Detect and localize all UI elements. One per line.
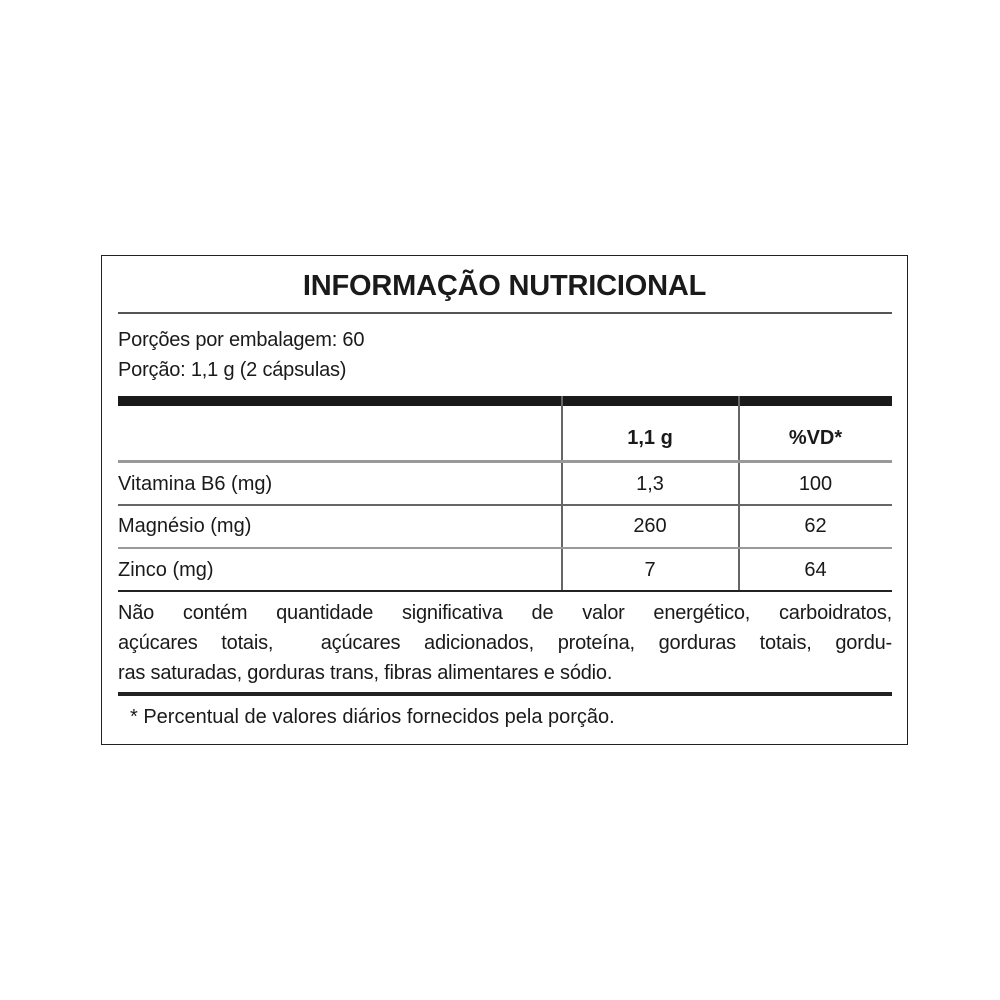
not-significant-note: Não contém quantidade significativa de v… [118,598,892,688]
label-title: INFORMAÇÃO NUTRICIONAL [302,270,707,302]
nutrient-name: Magnésio (mg) [118,515,252,537]
nutrition-facts-label: INFORMAÇÃO NUTRICIONAL Porções por embal… [101,255,908,745]
column-divider [738,396,740,590]
thick-bar [118,396,892,406]
table-bottom-line [118,590,892,592]
nutrient-amount: 260 [633,515,667,537]
row-divider [118,547,892,549]
nutrient-name: Zinco (mg) [118,559,214,581]
header-dv: %VD* [788,427,843,449]
footnote: * Percentual de valores diários fornecid… [130,706,615,728]
row-divider [118,460,892,463]
nutrient-dv: 100 [798,473,833,495]
row-divider [118,504,892,506]
nutrient-dv: 62 [804,515,827,537]
nutrient-name: Vitamina B6 (mg) [118,473,273,495]
servings-per-package: Porções por embalagem: 60 [118,329,365,351]
note-line: ras saturadas, gorduras trans, fibras al… [118,662,613,684]
note-line: açúcares totais, açúcares adicionados, p… [118,632,892,654]
column-divider [561,396,563,590]
nutrient-amount: 7 [644,559,656,581]
divider [118,312,892,314]
nutrient-dv: 64 [804,559,827,581]
nutrient-amount: 1,3 [636,473,664,495]
header-amount: 1,1 g [627,427,673,449]
note-line: Não contém quantidade significativa de v… [118,602,892,624]
serving-size: Porção: 1,1 g (2 cápsulas) [118,359,347,381]
thick-divider [118,692,892,696]
